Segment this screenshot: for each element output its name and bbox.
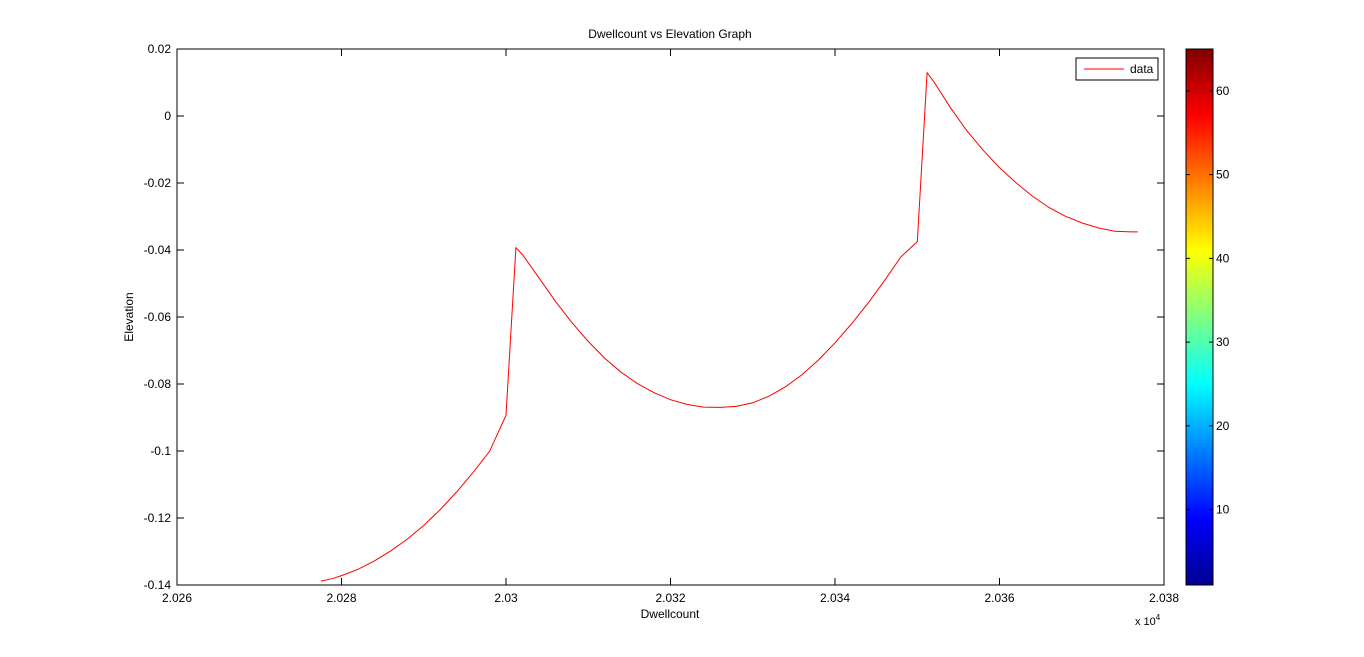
y-axis-label: Elevation bbox=[122, 292, 136, 341]
legend: data bbox=[1075, 57, 1159, 81]
y-tick-label: -0.08 bbox=[144, 377, 172, 391]
x-tick-label: 2.03 bbox=[494, 591, 518, 605]
y-tick-label: -0.12 bbox=[144, 511, 172, 525]
y-tick-label: -0.14 bbox=[144, 578, 172, 592]
colorbar-ticks: 10 20 30 40 50 60 bbox=[1186, 84, 1230, 517]
y-tick-label: -0.04 bbox=[144, 243, 172, 257]
x-tick-label: 2.038 bbox=[1149, 591, 1179, 605]
x-tick-label: 2.036 bbox=[984, 591, 1014, 605]
y-tick-label: -0.1 bbox=[150, 444, 171, 458]
colorbar bbox=[1185, 48, 1214, 586]
x-axis-label: Dwellcount bbox=[641, 607, 700, 621]
colorbar-tick-label: 40 bbox=[1216, 251, 1230, 265]
colorbar-tick-label: 10 bbox=[1216, 503, 1230, 517]
x-tick-label: 2.034 bbox=[820, 591, 850, 605]
colorbar-tick-label: 50 bbox=[1216, 168, 1230, 182]
x-tick-label: 2.032 bbox=[655, 591, 685, 605]
chart-title: Dwellcount vs Elevation Graph bbox=[588, 27, 751, 41]
y-tick-label: 0 bbox=[164, 109, 171, 123]
y-tick-label: -0.02 bbox=[144, 176, 172, 190]
x-axis-multiplier-exponent: 4 bbox=[1156, 613, 1161, 622]
x-axis-multiplier: x 104 bbox=[1135, 613, 1161, 628]
colorbar-tick-label: 20 bbox=[1216, 419, 1230, 433]
x-tick-label: 2.028 bbox=[326, 591, 356, 605]
colorbar-tick-label: 60 bbox=[1216, 84, 1230, 98]
colorbar-tick-label: 30 bbox=[1216, 335, 1230, 349]
y-axis-ticks: 0.02 0 -0.02 -0.04 -0.06 -0.08 -0.1 -0.12 -0.14 bbox=[144, 42, 1164, 592]
legend-label: data bbox=[1130, 62, 1154, 76]
series-line-data bbox=[320, 71, 1138, 582]
x-axis-ticks: 2.026 2.028 2.03 2.032 2.034 2.036 2.038 bbox=[162, 49, 1179, 605]
x-tick-label: 2.026 bbox=[162, 591, 192, 605]
plot-area bbox=[176, 48, 1165, 586]
y-tick-label: -0.06 bbox=[144, 310, 172, 324]
x-axis-multiplier-base: x 10 bbox=[1135, 616, 1156, 628]
y-tick-label: 0.02 bbox=[148, 42, 172, 56]
